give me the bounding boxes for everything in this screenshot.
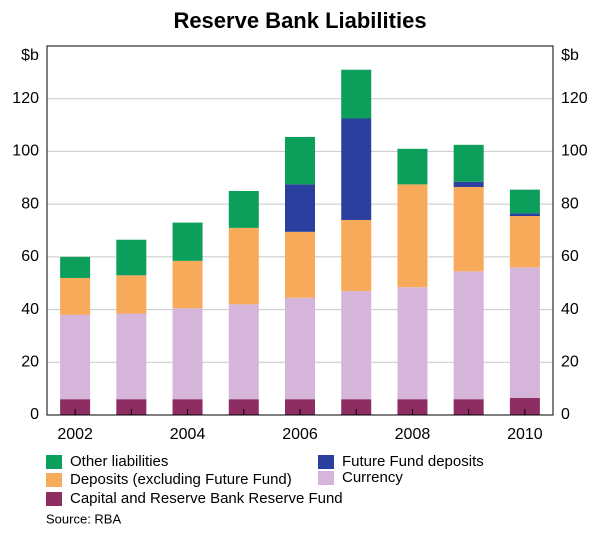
legend-label: Future Fund deposits bbox=[342, 453, 484, 470]
bar-segment bbox=[116, 313, 147, 400]
bar-segment bbox=[285, 231, 315, 298]
bar-segment bbox=[228, 227, 259, 305]
bar-segment bbox=[397, 287, 428, 400]
bar-segment bbox=[228, 304, 259, 400]
legend-swatch bbox=[318, 471, 334, 485]
y-axis-label: $b bbox=[21, 47, 39, 64]
source: Source: RBA bbox=[46, 511, 121, 526]
bar-segment bbox=[60, 277, 91, 315]
legend-swatch bbox=[46, 455, 62, 469]
y-tick-label: 80 bbox=[21, 195, 39, 212]
y2-tick-label: 120 bbox=[561, 90, 588, 107]
bar-segment bbox=[172, 222, 203, 261]
bar-segment bbox=[228, 399, 259, 415]
bar-segment bbox=[397, 399, 428, 415]
bar-segment bbox=[60, 399, 91, 415]
bar-segment bbox=[285, 297, 315, 400]
bar-segment bbox=[453, 181, 484, 188]
legend-swatch bbox=[46, 473, 62, 487]
legend-label: Capital and Reserve Bank Reserve Fund bbox=[70, 490, 343, 507]
legend-swatch bbox=[46, 492, 62, 506]
bar-segment bbox=[285, 184, 315, 232]
y2-tick-label: 40 bbox=[561, 301, 579, 318]
bar-segment bbox=[285, 136, 315, 185]
bar-segment bbox=[285, 399, 315, 415]
bar-segment bbox=[60, 314, 91, 400]
bar-segment bbox=[453, 187, 484, 272]
x-tick-label: 2008 bbox=[395, 426, 431, 443]
bar-segment bbox=[509, 216, 540, 268]
bar-segment bbox=[341, 399, 372, 415]
y-tick-label: 0 bbox=[30, 406, 39, 423]
legend-label: Currency bbox=[342, 469, 403, 486]
y2-tick-label: 80 bbox=[561, 195, 579, 212]
bar-segment bbox=[509, 397, 540, 415]
bar-segment bbox=[453, 271, 484, 400]
y2-tick-label: 100 bbox=[561, 143, 588, 160]
bar-segment bbox=[116, 275, 147, 314]
bar-segment bbox=[341, 291, 372, 400]
y2-tick-label: 20 bbox=[561, 354, 579, 371]
bar-segment bbox=[172, 399, 203, 415]
bar-segment bbox=[172, 260, 203, 309]
bar-segment bbox=[116, 239, 147, 276]
y-tick-label: 20 bbox=[21, 354, 39, 371]
bar-segment bbox=[116, 399, 147, 415]
legend-label: Deposits (excluding Future Fund) bbox=[70, 471, 292, 488]
x-tick-label: 2010 bbox=[507, 426, 543, 443]
x-tick-label: 2006 bbox=[282, 426, 318, 443]
legend-swatch bbox=[318, 455, 334, 469]
bar-segment bbox=[509, 267, 540, 398]
bar-segment bbox=[341, 219, 372, 292]
y2-tick-label: 60 bbox=[561, 248, 579, 265]
bar-segment bbox=[172, 308, 203, 400]
plot-frame bbox=[46, 45, 554, 416]
bar-segment bbox=[509, 213, 540, 217]
bar-segment bbox=[397, 148, 428, 185]
y2-tick-label: 0 bbox=[561, 406, 570, 423]
bar-segment bbox=[60, 256, 91, 278]
y-tick-label: 40 bbox=[21, 301, 39, 318]
bar-segment bbox=[397, 184, 428, 288]
y-tick-label: 60 bbox=[21, 248, 39, 265]
x-tick-label: 2004 bbox=[170, 426, 206, 443]
bar-segment bbox=[341, 118, 372, 220]
bar-segment bbox=[341, 69, 372, 119]
bar-segment bbox=[509, 189, 540, 214]
x-tick-label: 2002 bbox=[57, 426, 93, 443]
bar-segment bbox=[228, 190, 259, 228]
bar-segment bbox=[453, 399, 484, 415]
y2-axis-label: $b bbox=[561, 47, 579, 64]
chart-title: Reserve Bank Liabilities bbox=[173, 8, 426, 33]
bar-segment bbox=[453, 144, 484, 182]
y-tick-label: 120 bbox=[12, 90, 39, 107]
y-tick-label: 100 bbox=[12, 143, 39, 160]
legend-label: Other liabilities bbox=[70, 453, 168, 470]
